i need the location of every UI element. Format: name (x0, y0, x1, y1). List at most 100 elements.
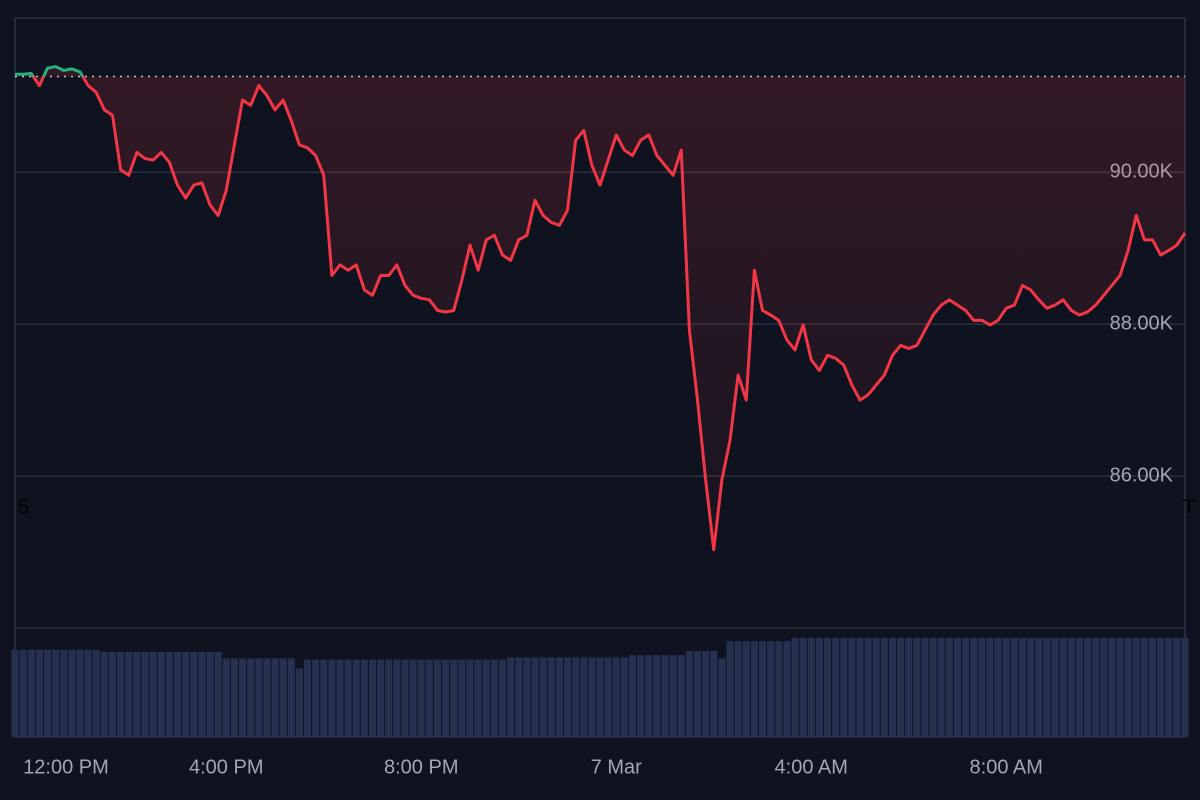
y-tick-label: 86.00K (1110, 464, 1174, 486)
volume-bar (108, 651, 117, 737)
volume-bar (271, 658, 279, 737)
volume-bar (60, 649, 68, 737)
volume-bar (815, 637, 823, 737)
volume-bar (1157, 637, 1165, 737)
volume-bar (1083, 637, 1092, 737)
volume-bar (68, 649, 76, 737)
volume-bar (76, 649, 84, 737)
volume-bar (482, 659, 490, 737)
volume-bar (1067, 637, 1075, 737)
volume-bar (986, 637, 994, 737)
volume-bar (750, 641, 758, 737)
volume-bar (230, 658, 238, 737)
volume-bar (775, 641, 783, 737)
volume-bar (1043, 637, 1051, 737)
x-tick-label: 12:00 PM (23, 756, 109, 778)
volume-bar (409, 659, 417, 737)
volume-bar (856, 637, 864, 737)
volume-bar (880, 637, 888, 737)
volume-bar (19, 649, 27, 737)
volume-bar (43, 649, 52, 737)
volume-bar (742, 641, 750, 737)
volume-bar (11, 649, 19, 737)
volume-bar (442, 659, 450, 737)
volume-bar (417, 659, 425, 737)
volume-bar (1059, 637, 1067, 737)
volume-bar (344, 659, 352, 737)
volume-bar (767, 641, 775, 737)
volume-bar (832, 637, 840, 737)
volume-bar (1035, 637, 1043, 737)
volume-bar (596, 657, 604, 737)
x-tick-label: 8:00 PM (384, 756, 458, 778)
volume-bar (377, 659, 385, 737)
volume-bar (1010, 637, 1018, 737)
volume-bar (848, 637, 856, 737)
volume-bar (1173, 637, 1181, 737)
volume-bar (702, 650, 710, 737)
volume-bar (669, 655, 677, 737)
volume-bar (385, 659, 393, 737)
volume-bar (1002, 637, 1010, 737)
volume-bar (279, 658, 287, 737)
volume-bar (921, 637, 929, 737)
volume-bar (685, 650, 693, 737)
volume-bar (937, 637, 945, 737)
volume-bar (393, 659, 401, 737)
volume-bar (450, 659, 458, 737)
volume-bar (125, 651, 133, 737)
volume-bar (263, 658, 271, 737)
y-tick-label: 88.00K (1110, 312, 1174, 334)
volume-bar (1124, 637, 1132, 737)
volume-bar (303, 659, 312, 737)
volume-bar (1051, 637, 1059, 737)
volume-bar (238, 658, 247, 737)
volume-bar (693, 650, 702, 737)
volume-bar (905, 637, 913, 737)
volume-bar (823, 637, 832, 737)
volume-bar (133, 651, 141, 737)
volume-bar (612, 657, 620, 737)
volume-bar (206, 651, 214, 737)
volume-bar (52, 649, 60, 737)
volume-bar (1165, 637, 1173, 737)
volume-bar (157, 651, 165, 737)
volume-bar (433, 659, 442, 737)
volume-bar (401, 659, 409, 737)
volume-bar (555, 657, 563, 737)
volume-bar (758, 641, 767, 737)
volume-bar (141, 651, 149, 737)
x-tick-label: 7 Mar (591, 756, 642, 778)
edge-label: T (1183, 496, 1195, 518)
volume-bar (653, 655, 661, 737)
volume-bar (677, 655, 685, 737)
price-line (15, 65, 1187, 552)
volume-bar (953, 637, 962, 737)
volume-bar (336, 659, 344, 737)
volume-bar (572, 657, 580, 737)
volume-bar (1018, 637, 1027, 737)
volume-bar (149, 651, 157, 737)
volume-bar (117, 651, 125, 737)
volume-bar (913, 637, 921, 737)
volume-bar (1181, 637, 1189, 737)
volume-bar (1116, 637, 1124, 737)
volume-bar (580, 657, 588, 737)
volume-bar (320, 659, 328, 737)
volume-bar (190, 651, 198, 737)
volume-bar (807, 637, 815, 737)
volume-bar (507, 657, 515, 737)
volume-bar (1108, 637, 1116, 737)
volume-bar (531, 657, 539, 737)
volume-bar (466, 659, 474, 737)
volume-bar (588, 657, 596, 737)
volume-bar (458, 659, 466, 737)
volume-bar (214, 651, 222, 737)
volume-bar (864, 637, 872, 737)
volume-bar (978, 637, 986, 737)
volume-bar (994, 637, 1002, 737)
volume-bar (352, 659, 360, 737)
volume-bar (970, 637, 978, 737)
volume-bar (726, 641, 734, 737)
